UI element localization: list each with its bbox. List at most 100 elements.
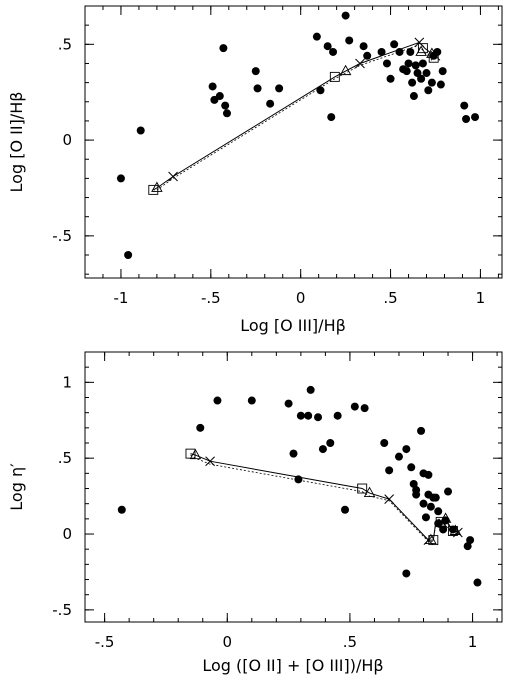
data-point	[247, 396, 256, 405]
data-point	[117, 505, 126, 514]
y-tick-label: 0	[62, 131, 72, 149]
data-point	[431, 493, 440, 502]
data-point	[329, 47, 338, 56]
data-point	[124, 251, 133, 260]
data-point	[402, 67, 411, 76]
y-axis-label: Log [O II]/Hβ	[7, 92, 26, 193]
data-point	[422, 69, 431, 78]
x-tick-label: 1	[468, 633, 478, 651]
data-point	[251, 67, 260, 76]
data-point	[318, 445, 327, 454]
data-point	[213, 396, 222, 405]
data-point	[316, 86, 325, 95]
data-point	[327, 113, 336, 122]
data-point	[289, 449, 298, 458]
model-triangle-marker	[339, 64, 352, 76]
data-point	[306, 385, 315, 394]
x-tick-label: -.5	[201, 289, 221, 307]
model-triangle-marker	[425, 533, 437, 545]
data-point	[296, 411, 305, 420]
data-point	[417, 426, 426, 435]
data-point	[222, 109, 231, 118]
y-tick-label: 1	[62, 373, 72, 391]
data-point	[439, 525, 448, 534]
data-point	[466, 536, 475, 545]
data-point	[136, 126, 145, 135]
model-cross-marker	[355, 58, 365, 69]
model-cross-marker	[205, 456, 215, 467]
data-point	[341, 11, 350, 20]
data-point	[434, 507, 443, 516]
data-point	[462, 115, 471, 124]
data-point	[341, 505, 350, 514]
data-point	[444, 487, 453, 496]
data-point	[219, 44, 228, 53]
data-point	[404, 59, 413, 68]
data-point	[360, 404, 369, 413]
y-tick-label: 0	[62, 525, 72, 543]
data-point	[284, 399, 293, 408]
x-tick-label: 0	[222, 633, 232, 651]
top-panel: -1 -.5 0 .5 1 -.5 0 .5 Log [O III]/Hβ Log [O II]/…	[7, 5, 503, 335]
plot-frame	[84, 5, 503, 279]
data-point	[434, 519, 443, 528]
y-tick-label: .5	[58, 35, 72, 53]
data-point	[448, 525, 457, 534]
data-point	[419, 499, 428, 508]
y-tick-label: -.5	[52, 227, 72, 245]
model-triangle-marker	[415, 45, 427, 56]
data-point	[424, 470, 433, 479]
data-point	[438, 67, 447, 76]
model-cross-marker	[414, 37, 425, 48]
x-tick-label: .5	[383, 289, 397, 307]
data-point	[345, 36, 354, 45]
model-triangle-marker	[363, 486, 376, 498]
data-point	[390, 40, 399, 49]
data-point	[441, 516, 450, 525]
data-point	[359, 42, 368, 51]
data-point	[386, 74, 395, 83]
data-point	[408, 78, 417, 87]
data-point	[377, 47, 386, 56]
x-tick-label: -.5	[95, 633, 115, 651]
data-point	[326, 439, 335, 448]
data-point	[418, 59, 427, 68]
data-point	[385, 466, 394, 475]
y-tick-label: .5	[58, 449, 72, 467]
data-point	[208, 82, 217, 91]
model-square-marker	[148, 184, 159, 195]
x-tick-label: 0	[296, 289, 306, 307]
data-point	[380, 439, 389, 448]
data-point	[407, 463, 416, 472]
bottom-panel: -.5 0 .5 1 -.5 0 .5 1 Log ([O II] + [O III])/Hβ L…	[7, 351, 503, 675]
data-point	[433, 47, 442, 56]
data-point	[312, 32, 321, 41]
data-point	[473, 578, 482, 587]
data-point	[409, 92, 418, 101]
model-triangle-marker	[189, 448, 202, 460]
data-point	[424, 86, 433, 95]
data-point	[402, 569, 411, 578]
data-point	[253, 84, 262, 93]
data-point	[426, 502, 435, 511]
data-point	[363, 51, 372, 60]
model-square-marker	[357, 483, 368, 494]
data-point	[395, 47, 404, 56]
data-point	[411, 61, 420, 70]
model-cross-marker	[168, 171, 178, 182]
data-point	[394, 452, 403, 461]
data-point	[463, 542, 472, 551]
data-point	[412, 490, 421, 499]
y-tick-label: -.5	[52, 601, 72, 619]
data-point	[406, 47, 415, 56]
x-axis-label: Log ([O II] + [O III])/Hβ	[202, 656, 383, 675]
data-point	[196, 423, 205, 432]
model-line-solid	[153, 41, 438, 191]
x-tick-label: 1	[476, 289, 486, 307]
data-point	[294, 475, 303, 484]
model-cross-marker	[384, 494, 395, 504]
data-point	[436, 80, 445, 89]
data-point	[409, 479, 418, 488]
data-point	[471, 113, 480, 122]
data-point	[275, 84, 284, 93]
